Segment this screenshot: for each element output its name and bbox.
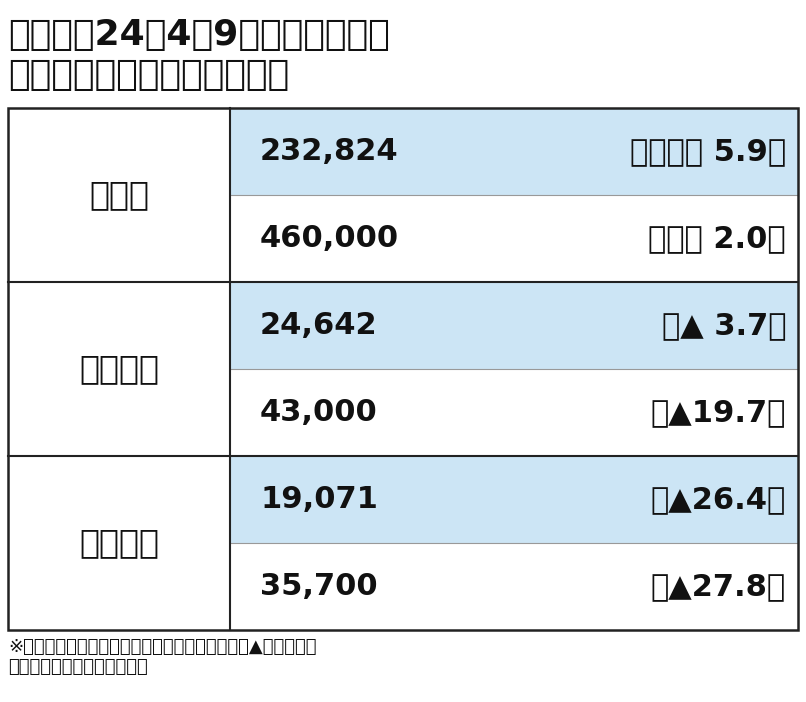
Text: トヨタの24年4～9月期連結決算と: トヨタの24年4～9月期連結決算と (8, 18, 390, 52)
Text: （▲27.8）: （▲27.8） (651, 572, 786, 601)
Text: （▲19.7）: （▲19.7） (650, 398, 786, 427)
Text: 43,000: 43,000 (260, 398, 378, 427)
Text: 通期見通し（国際会計基準）: 通期見通し（国際会計基準） (8, 58, 289, 92)
Text: 35,700: 35,700 (260, 572, 378, 601)
Text: ※単位：億円、カッコ内は前年同期比増減率％、▲はマイナス: ※単位：億円、カッコ内は前年同期比増減率％、▲はマイナス (8, 638, 317, 656)
Text: 売上高: 売上高 (89, 178, 149, 211)
Text: （　　 2.0）: （ 2.0） (648, 224, 786, 253)
Text: （　　　 5.9）: （ 5.9） (629, 137, 786, 166)
Text: 24,642: 24,642 (260, 311, 378, 340)
Text: 上段：実績、下段：通期予想: 上段：実績、下段：通期予想 (8, 658, 147, 676)
Text: （▲26.4）: （▲26.4） (650, 485, 786, 514)
Text: 営業利益: 営業利益 (79, 352, 159, 385)
Text: 460,000: 460,000 (260, 224, 399, 253)
Text: 当期利益: 当期利益 (79, 526, 159, 559)
Bar (230, 108, 798, 195)
Bar (230, 456, 798, 543)
Bar (230, 282, 798, 369)
Text: （▲ 3.7）: （▲ 3.7） (662, 311, 786, 340)
Bar (8, 108, 798, 630)
Text: 232,824: 232,824 (260, 137, 399, 166)
Text: 19,071: 19,071 (260, 485, 378, 514)
